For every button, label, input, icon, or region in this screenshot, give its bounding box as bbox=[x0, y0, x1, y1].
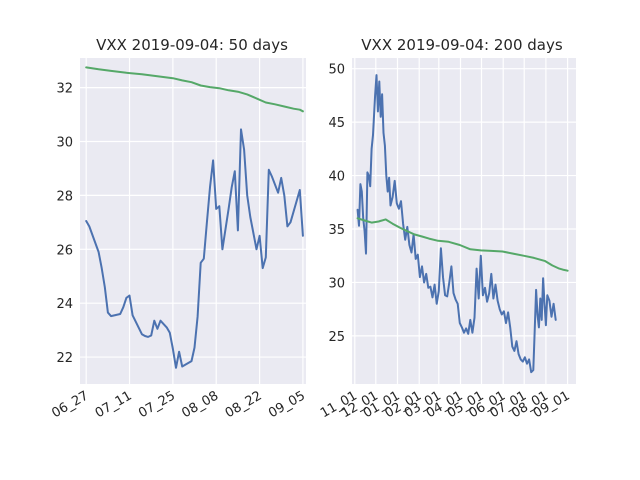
y-tick-label: 30 bbox=[56, 136, 73, 151]
y-tick-label: 26 bbox=[56, 243, 73, 258]
chart-title: VXX 2019-09-04: 200 days bbox=[361, 36, 563, 54]
y-tick-label: 28 bbox=[56, 189, 73, 204]
x-tick-label: 08_22 bbox=[223, 388, 265, 421]
plot-area bbox=[80, 58, 306, 384]
y-tick-label: 25 bbox=[328, 330, 345, 345]
y-tick-label: 22 bbox=[56, 351, 73, 366]
gridlines bbox=[352, 58, 576, 384]
y-tick-label: 40 bbox=[328, 170, 345, 185]
chart-panel-200-days: VXX 2019-09-04: 200 days 25303540455011_… bbox=[318, 36, 576, 421]
price-line bbox=[356, 74, 557, 374]
plot-area bbox=[352, 58, 576, 384]
moving-average-line bbox=[85, 66, 304, 113]
x-tick-label: 06_27 bbox=[49, 388, 91, 421]
gridlines bbox=[80, 58, 306, 384]
y-tick-label: 24 bbox=[56, 297, 73, 312]
x-tick-label: 09_05 bbox=[266, 388, 308, 421]
y-tick-label: 50 bbox=[328, 63, 345, 78]
moving-average-line bbox=[356, 217, 569, 272]
chart-panel-50-days: VXX 2019-09-04: 50 days 22 24 26 28 30 32 06_2… bbox=[49, 36, 308, 421]
x-tick-label: 07_25 bbox=[136, 388, 178, 421]
y-tick-label: 32 bbox=[56, 82, 73, 97]
x-tick-label: 07_11 bbox=[93, 388, 135, 421]
y-tick-label: 45 bbox=[328, 116, 345, 131]
price-line bbox=[85, 128, 304, 369]
chart-title: VXX 2019-09-04: 50 days bbox=[96, 36, 288, 54]
y-tick-label: 35 bbox=[328, 223, 345, 238]
x-tick-label: 08_08 bbox=[179, 388, 221, 421]
y-tick-label: 30 bbox=[328, 276, 345, 291]
